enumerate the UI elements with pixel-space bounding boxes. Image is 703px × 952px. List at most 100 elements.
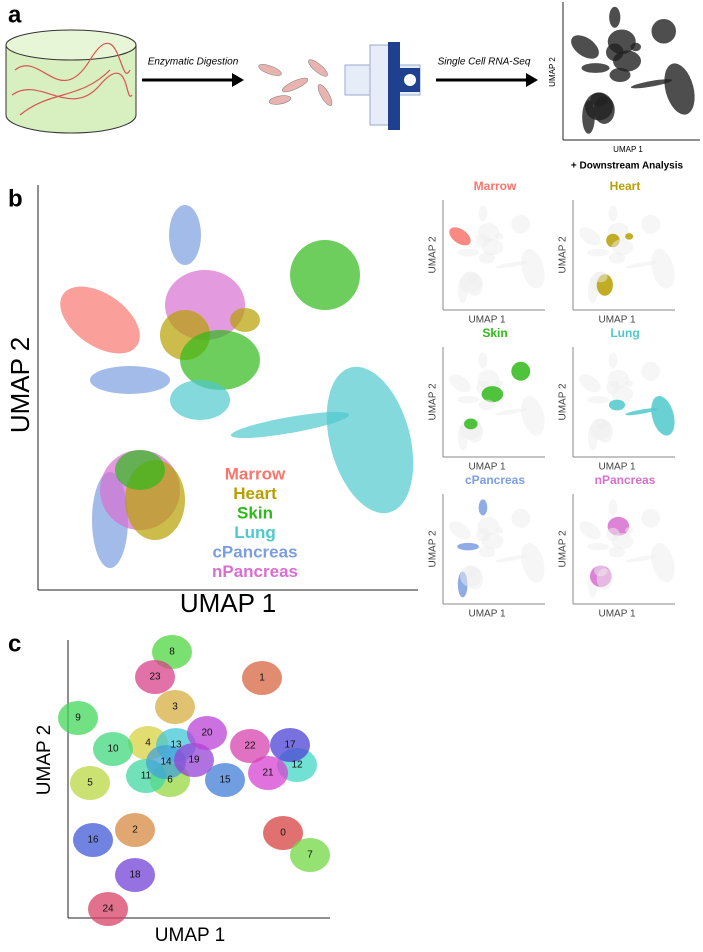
- cluster-label: 16: [87, 835, 99, 846]
- cluster-cloud: [187, 716, 227, 750]
- point-cloud: [457, 248, 479, 257]
- cluster-label: 22: [244, 741, 256, 752]
- point-cloud: [608, 252, 626, 264]
- cluster-label: 2: [132, 825, 138, 836]
- point-cloud: [611, 386, 634, 403]
- point-cloud: [60, 286, 140, 354]
- panel-title: cPancreas: [465, 473, 525, 487]
- point-cloud: [625, 555, 658, 563]
- cluster-cloud: [115, 813, 155, 847]
- axis-label: UMAP 1: [468, 462, 505, 473]
- small-multiple: cPancreas UMAP 2 UMAP 1: [428, 473, 545, 620]
- axis-label: UMAP 2: [428, 383, 439, 420]
- point-cloud: [481, 386, 504, 403]
- panel-title: Marrow: [474, 179, 517, 193]
- point-cloud: [326, 366, 414, 514]
- point-cloud: [478, 399, 496, 411]
- axis-label: UMAP 1: [468, 609, 505, 620]
- step-label: Enzymatic Digestion: [148, 57, 239, 68]
- small-multiple: Heart UMAP 2 UMAP 1: [558, 179, 675, 326]
- point-cloud: [495, 555, 528, 563]
- cluster-cloud: [242, 661, 282, 695]
- point-cloud: [590, 92, 608, 107]
- umap-cloud: [579, 205, 675, 304]
- umap-cloud: [579, 352, 675, 451]
- point-cloud: [625, 233, 634, 240]
- arrowhead: [526, 73, 538, 87]
- cluster-label: 17: [284, 740, 296, 751]
- cluster-label: 5: [87, 778, 93, 789]
- point-cloud: [115, 450, 165, 490]
- point-cloud: [464, 418, 478, 430]
- point-cloud: [651, 396, 675, 436]
- cluster-cloud: [290, 838, 330, 872]
- cluster-label: 15: [219, 775, 231, 786]
- cluster-cloud: [115, 858, 155, 892]
- cluster-label: 4: [145, 738, 151, 749]
- cluster-label: 9: [75, 713, 81, 724]
- cluster-label: 20: [201, 728, 213, 739]
- point-cloud: [611, 239, 634, 256]
- caption: + Downstream Analysis: [571, 161, 684, 172]
- cluster-label: 23: [149, 672, 161, 683]
- point-cloud: [511, 361, 531, 381]
- axis-label: UMAP 1: [598, 315, 635, 326]
- cluster-label: 21: [262, 768, 274, 779]
- point-cloud: [180, 330, 260, 390]
- point-cloud: [651, 19, 676, 44]
- axis-label: UMAP 2: [5, 337, 35, 433]
- cluster-label: 0: [280, 828, 286, 839]
- cluster-label: 14: [160, 757, 172, 768]
- point-cloud: [170, 380, 230, 420]
- umap-cloud: [449, 205, 545, 304]
- point-cloud: [90, 366, 170, 394]
- axis-label: UMAP 2: [428, 236, 439, 273]
- dish: [5, 29, 137, 134]
- cluster-cloud: [230, 729, 270, 763]
- point-cloud: [478, 205, 488, 222]
- point-cloud: [594, 418, 608, 430]
- cluster-label: 8: [169, 647, 175, 658]
- point-cloud: [625, 261, 658, 269]
- cluster-label: 19: [188, 755, 200, 766]
- point-cloud: [169, 205, 201, 265]
- cluster-cloud: [70, 766, 110, 800]
- arrowhead: [232, 73, 244, 87]
- legend-entry: Lung: [234, 523, 276, 542]
- cluster-label: 6: [167, 775, 173, 786]
- cluster-label: 24: [102, 904, 114, 915]
- point-cloud: [478, 499, 488, 516]
- axis-label: UMAP 2: [34, 725, 55, 795]
- cluster-cloud: [152, 635, 192, 669]
- point-cloud: [478, 252, 496, 264]
- step-label: Single Cell RNA-Seq: [438, 57, 531, 68]
- legend-entry: Skin: [237, 503, 273, 522]
- cluster-label: 3: [172, 702, 178, 713]
- point-cloud: [630, 79, 673, 89]
- umap-cloud: [60, 205, 414, 568]
- point-cloud: [495, 408, 528, 416]
- point-cloud: [457, 542, 479, 551]
- point-cloud: [608, 499, 618, 516]
- panel-title: Heart: [610, 179, 641, 193]
- point-cloud: [521, 543, 545, 583]
- cluster-cloud: [174, 743, 214, 777]
- cluster-cloud: [205, 763, 245, 797]
- axis-label: UMAP 1: [468, 315, 505, 326]
- point-cloud: [495, 261, 528, 269]
- point-cloud: [625, 408, 658, 416]
- axis-label: UMAP 2: [428, 530, 439, 567]
- point-cloud: [478, 352, 488, 369]
- point-cloud: [611, 533, 634, 550]
- umap-cloud: [449, 352, 545, 451]
- point-cloud: [613, 50, 641, 72]
- point-cloud: [608, 352, 618, 369]
- point-cloud: [457, 395, 479, 404]
- axis-label: UMAP 2: [558, 530, 569, 567]
- axis-label: UMAP 1: [613, 145, 643, 154]
- cluster-cloud: [88, 892, 128, 926]
- point-cloud: [230, 411, 350, 439]
- cluster-label: 10: [107, 744, 119, 755]
- point-cloud: [290, 240, 360, 310]
